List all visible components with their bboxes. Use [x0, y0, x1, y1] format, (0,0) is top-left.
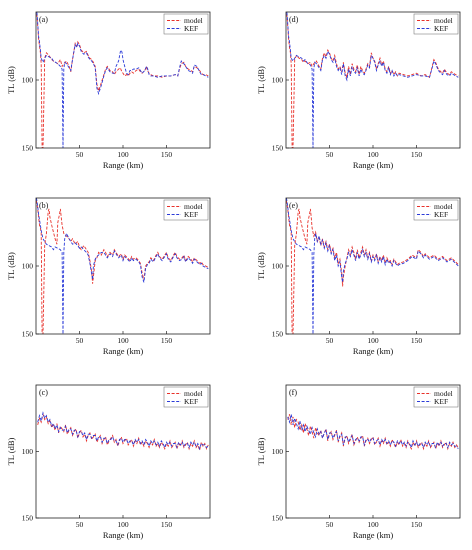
y-axis-label: TL (dB): [6, 252, 16, 280]
x-axis-label: Range (km): [103, 530, 144, 540]
y-axis-label: TL (dB): [256, 66, 266, 94]
x-tick-label: 100: [117, 150, 129, 159]
y-tick-label: 100: [272, 447, 284, 456]
legend-label-kef: KEF: [434, 24, 448, 33]
series-line-kef-e: [286, 198, 459, 334]
x-tick-label: 50: [326, 520, 334, 529]
y-tick-label: 150: [22, 144, 34, 153]
x-tick-label: 50: [76, 150, 84, 159]
y-axis-label: TL (dB): [256, 252, 266, 280]
y-tick-label: 150: [272, 330, 284, 339]
x-tick-label: 100: [367, 336, 379, 345]
x-tick-label: 50: [326, 336, 334, 345]
legend-label-model: model: [434, 389, 453, 398]
x-tick-label: 50: [76, 336, 84, 345]
series-line-kef-d: [286, 12, 459, 148]
legend-label-kef: KEF: [184, 210, 198, 219]
series-line-model-c: [37, 412, 209, 452]
series-line-model-b: [36, 200, 209, 334]
x-tick-label: 150: [411, 150, 423, 159]
legend-label-kef: KEF: [184, 24, 198, 33]
series-line-kef-c: [37, 411, 209, 451]
legend-box: [163, 13, 209, 35]
panel-label: (b): [39, 201, 49, 210]
panel-e: 50 100 150 100 150 Range (km) TL (dB) (e) modelK…: [256, 197, 461, 356]
y-axis-label: TL (dB): [256, 437, 266, 465]
series-line-model-d: [286, 12, 459, 148]
x-tick-label: 50: [76, 520, 84, 529]
y-tick-label: 100: [272, 262, 284, 271]
y-tick-label: 150: [22, 330, 34, 339]
panel-b: 50 100 150 100 150 Range (km) TL (dB) (b) modelK…: [6, 197, 211, 356]
x-axis-label: Range (km): [353, 346, 394, 356]
y-axis-label: TL (dB): [6, 66, 16, 94]
x-tick-label: 100: [117, 336, 129, 345]
x-axis-label: Range (km): [103, 346, 144, 356]
legend-box: [413, 13, 459, 35]
legend-box: [413, 386, 459, 408]
legend-box: [413, 199, 459, 221]
panel-label: (c): [39, 388, 48, 397]
x-tick-label: 150: [161, 336, 173, 345]
y-tick-label: 150: [22, 514, 34, 523]
y-tick-label: 100: [272, 76, 284, 85]
x-tick-label: 50: [326, 150, 334, 159]
series-line-kef-f: [287, 414, 459, 450]
panel-label: (a): [39, 15, 48, 24]
legend-label-model: model: [434, 202, 453, 211]
legend-box: [163, 386, 209, 408]
y-tick-label: 100: [22, 447, 34, 456]
x-tick-label: 150: [411, 336, 423, 345]
y-tick-label: 150: [272, 144, 284, 153]
x-tick-label: 150: [161, 520, 173, 529]
legend-box: [163, 199, 209, 221]
legend-label-kef: KEF: [434, 397, 448, 406]
panel-f: 50 100 150 100 150 Range (km) TL (dB) (f) modelK…: [256, 384, 461, 540]
y-tick-label: 100: [22, 262, 34, 271]
y-tick-label: 150: [272, 514, 284, 523]
x-tick-label: 100: [117, 520, 129, 529]
panel-label: (d): [289, 15, 299, 24]
y-axis-label: TL (dB): [6, 437, 16, 465]
legend-label-kef: KEF: [184, 397, 198, 406]
legend-label-model: model: [434, 16, 453, 25]
panel-a: 50 100 150 100 150 Range (km) TL (dB) (a) modelK…: [6, 11, 211, 170]
legend-label-model: model: [184, 389, 203, 398]
series-line-kef-a: [36, 12, 209, 148]
x-tick-label: 150: [411, 520, 423, 529]
panel-label: (e): [289, 201, 298, 210]
legend-label-model: model: [184, 16, 203, 25]
series-line-model-e: [286, 200, 459, 334]
panel-c: 50 100 150 100 150 Range (km) TL (dB) (c) modelK…: [6, 384, 211, 540]
x-tick-label: 100: [367, 520, 379, 529]
y-tick-label: 100: [22, 76, 34, 85]
panel-d: 50 100 150 100 150 Range (km) TL (dB) (d) modelK…: [256, 11, 461, 170]
x-tick-label: 100: [367, 150, 379, 159]
series-line-kef-b: [36, 198, 209, 334]
x-tick-label: 150: [161, 150, 173, 159]
legend-label-model: model: [184, 202, 203, 211]
x-axis-label: Range (km): [353, 530, 394, 540]
legend-label-kef: KEF: [434, 210, 448, 219]
x-axis-label: Range (km): [103, 160, 144, 170]
panel-label: (f): [289, 388, 297, 397]
x-axis-label: Range (km): [353, 160, 394, 170]
